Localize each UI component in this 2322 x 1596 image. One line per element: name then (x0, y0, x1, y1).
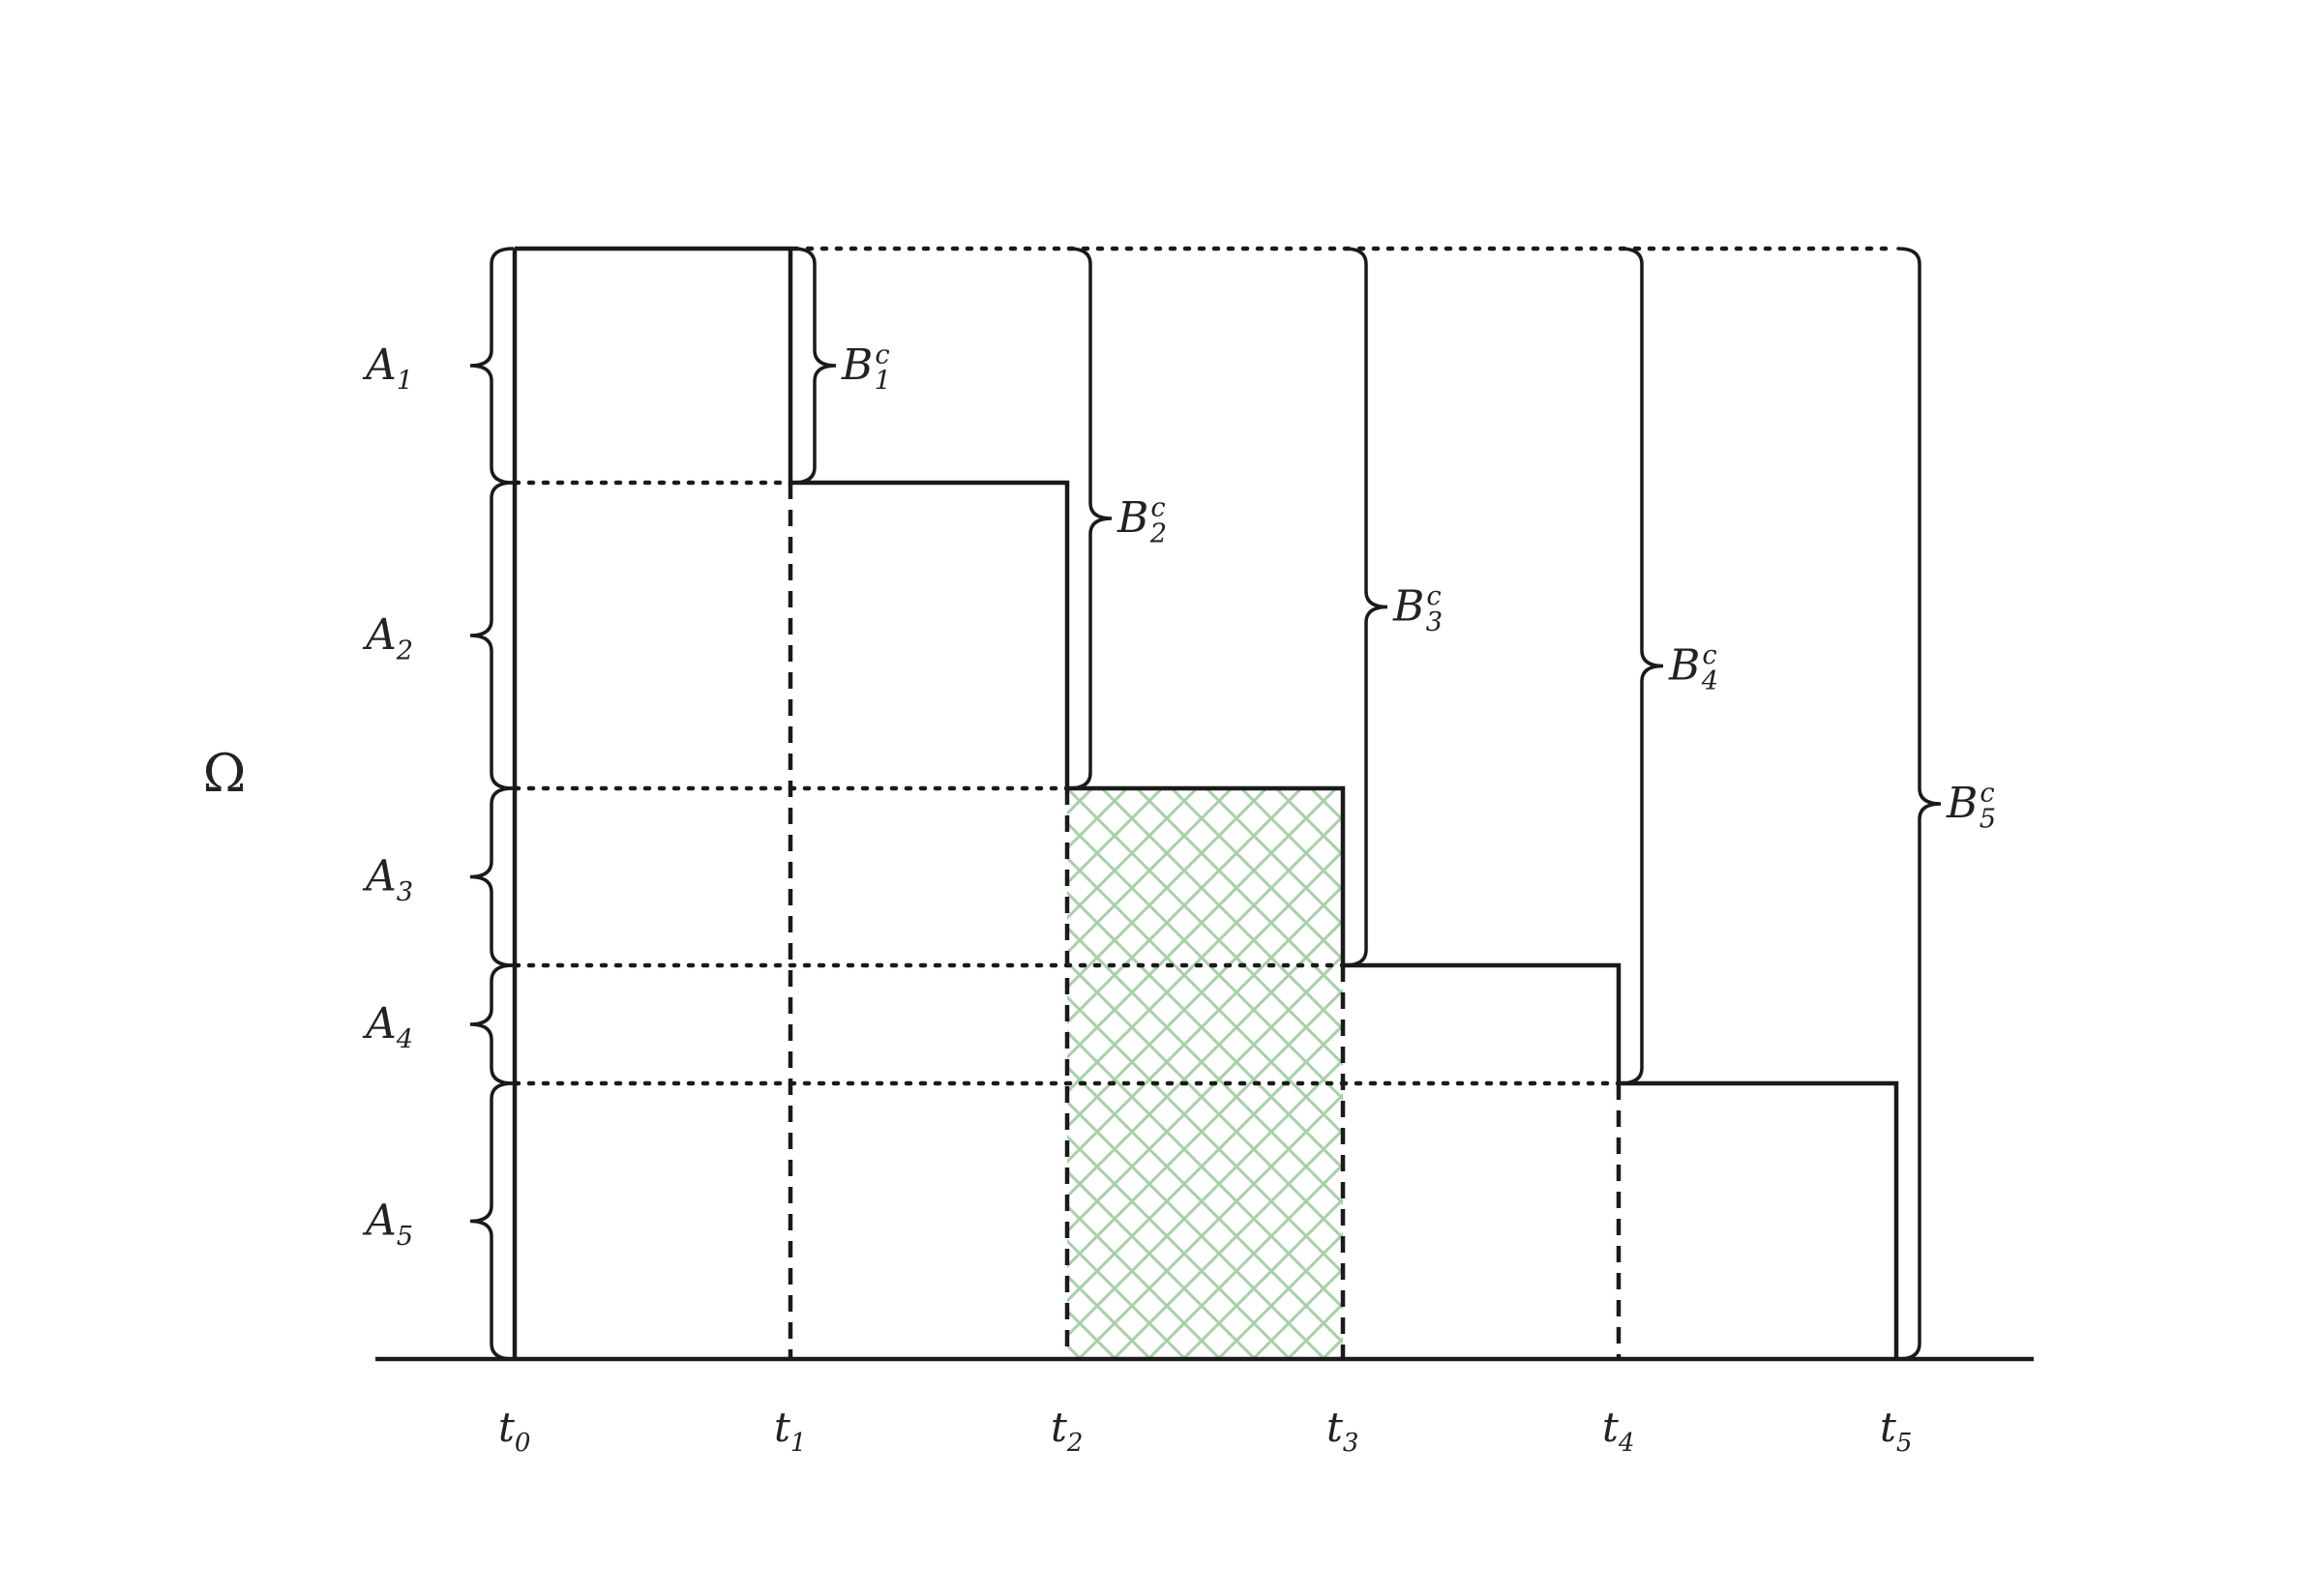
omega-label: Ω (203, 743, 247, 804)
time-label-t3: t3 (1326, 1404, 1358, 1458)
brace-b2-complement (1067, 247, 1113, 790)
label-a1: A1 (362, 340, 413, 397)
braces (469, 247, 1942, 1361)
label-b3-complement: Bc 3 (1392, 581, 1443, 637)
label-b2-complement: Bc 2 (1116, 492, 1167, 548)
brace-b5-complement (1896, 247, 1942, 1361)
brace-a4 (469, 963, 515, 1085)
time-label-t2: t2 (1051, 1404, 1083, 1458)
label-a4: A4 (362, 999, 413, 1055)
label-b4-complement: Bc 4 (1668, 640, 1718, 696)
time-label-t5: t5 (1880, 1404, 1912, 1458)
brace-b4-complement (1619, 247, 1664, 1085)
time-label-t1: t1 (774, 1404, 806, 1458)
time-label-t0: t0 (498, 1404, 530, 1458)
brace-a2 (469, 481, 515, 790)
labels: t0 t1 t2 t3 t4 t5 A1 A2 A3 A4 A5 Bc 1 Bc 2 Bc 3 Bc 4 Bc 5 (362, 340, 1996, 1458)
dashed-verticals (788, 483, 1622, 1359)
brace-b3-complement (1343, 247, 1388, 967)
label-b1-complement: Bc 1 (841, 340, 891, 396)
brace-a1 (469, 247, 515, 485)
label-a5: A5 (362, 1197, 413, 1253)
label-b5-complement: Bc 5 (1946, 778, 1996, 834)
label-a3: A3 (362, 852, 413, 908)
brace-a5 (469, 1081, 515, 1361)
brace-a3 (469, 786, 515, 967)
brace-b1-complement (791, 247, 837, 485)
time-label-t4: t4 (1602, 1404, 1634, 1458)
staircase-path (515, 246, 1899, 1359)
label-a2: A2 (362, 610, 413, 666)
hatched-region (1067, 788, 1343, 1359)
staircase-outline (375, 246, 2034, 1362)
